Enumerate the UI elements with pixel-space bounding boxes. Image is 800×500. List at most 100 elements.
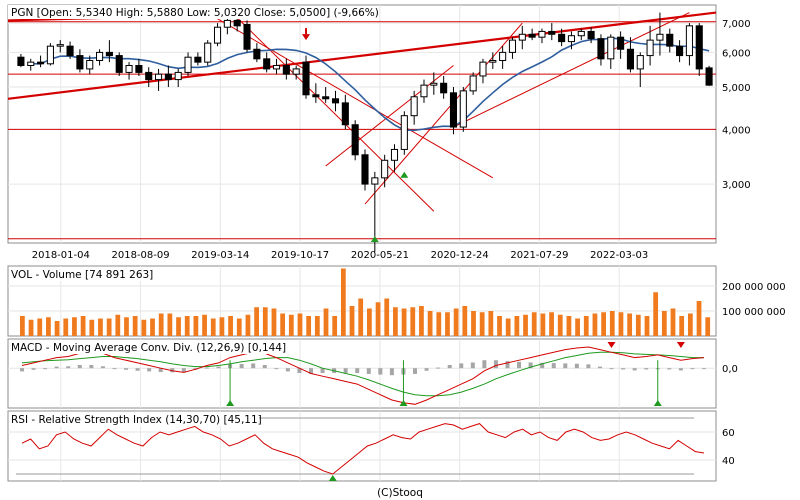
volume-bar [644, 316, 650, 336]
price-x-tick-label: 2019-10-17 [271, 250, 329, 261]
candle [204, 40, 212, 66]
volume-bar [601, 312, 606, 336]
macd-histogram-bar [389, 368, 394, 376]
price-panel: 3,000 4,000 5,000 6,000 7,000 2018-01-04 2018-… [7, 4, 751, 261]
candle-body [233, 19, 241, 27]
candle [420, 79, 428, 103]
volume-bar [288, 314, 294, 336]
macd-histogram-bar [551, 363, 556, 369]
candle-body [145, 71, 153, 81]
macd-histogram-bar [147, 368, 152, 372]
candle [272, 58, 281, 75]
volume-bar [531, 312, 537, 336]
candle-body [705, 67, 713, 86]
candle-body [115, 55, 123, 73]
candle-body [479, 61, 487, 77]
candle-body [86, 59, 94, 70]
rsi-title: RSI - Relative Strength Index (14,30,70)… [11, 414, 262, 426]
candle [410, 90, 418, 125]
macd-histogram-bar [112, 368, 117, 370]
macd-histogram-bar [540, 362, 545, 369]
candle [508, 37, 517, 59]
volume-bar [670, 308, 676, 336]
volume-bar [306, 316, 312, 336]
volume-bar [566, 316, 572, 336]
candle-body [489, 59, 497, 63]
volume-bar [314, 316, 320, 336]
candle [56, 40, 64, 53]
candle [656, 12, 664, 56]
volume-bar [523, 314, 528, 336]
candle-body [282, 64, 290, 75]
volume-bar [705, 317, 711, 336]
candle [312, 83, 320, 103]
volume-bar [462, 306, 468, 336]
macd-histogram-bar [181, 368, 186, 373]
volume-bar [115, 314, 121, 336]
macd-histogram-bar [690, 368, 695, 370]
macd-histogram-bar [262, 365, 267, 369]
candle [253, 43, 261, 63]
macd-histogram-bar [308, 368, 313, 374]
macd-histogram-bar [170, 368, 175, 373]
price-x-tick-label: 2018-01-04 [32, 250, 90, 261]
candle [135, 58, 143, 76]
candle-body [341, 102, 349, 126]
price-x-tick-label: 2020-12-24 [431, 250, 489, 261]
candle [76, 49, 84, 73]
candle [115, 52, 123, 76]
price-x-tick-label: 2021-07-29 [510, 250, 568, 261]
rebound-trendline-2 [364, 22, 523, 205]
macd-histogram-bar [43, 368, 48, 370]
volume-bar [228, 316, 233, 336]
candle [646, 25, 654, 66]
macd-histogram-bar [493, 360, 498, 369]
volume-bar [340, 268, 346, 336]
price-x-tick-label: 2019-03-14 [191, 250, 249, 261]
volume-bar [332, 316, 338, 336]
candle [469, 72, 477, 95]
candle-body [577, 30, 585, 37]
volume-bar [124, 317, 129, 336]
candle-body [76, 55, 84, 70]
candle [66, 41, 74, 59]
volume-bar [635, 314, 641, 336]
candle-body [685, 25, 693, 57]
price-y-tick-label: 4,000 [722, 125, 751, 136]
candle-body [272, 64, 281, 70]
macd-histogram-bar [285, 368, 290, 372]
volume-panel: 100 000 000 200 000 000 VOL - Volume [74 8… [7, 265, 786, 337]
volume-bar [37, 318, 43, 336]
candle-body [371, 177, 379, 185]
candle-body [96, 51, 104, 61]
price-x-tick-label: 2020-05-21 [351, 250, 409, 261]
volume-y-tick-label: 200 000 000 [722, 282, 786, 293]
macd-histogram-bar [31, 368, 36, 370]
candle [155, 68, 163, 91]
macd-histogram-bar [470, 362, 475, 369]
candle-body [105, 51, 113, 57]
macd-histogram-bar [366, 368, 371, 374]
volume-bar [367, 308, 372, 336]
volume-bar [410, 307, 416, 336]
candle [538, 28, 546, 44]
candle [282, 58, 290, 80]
macd-title-bg [9, 340, 269, 354]
candle [292, 65, 300, 80]
volume-bar [445, 312, 450, 336]
macd-y-tick-label: 0,0 [722, 364, 738, 375]
candle [685, 23, 693, 66]
volume-bar [46, 317, 51, 336]
volume-bar [419, 306, 424, 336]
volume-bar [592, 313, 598, 336]
candle-body [528, 33, 536, 38]
candle [400, 111, 408, 155]
volume-bar [384, 298, 390, 336]
candle [528, 28, 536, 41]
macd-histogram-bar [609, 368, 614, 370]
volume-bar [193, 316, 199, 336]
volume-bar [497, 316, 502, 336]
candle-body [518, 33, 526, 41]
volume-bar [150, 318, 155, 336]
macd-histogram-bar [100, 366, 105, 369]
